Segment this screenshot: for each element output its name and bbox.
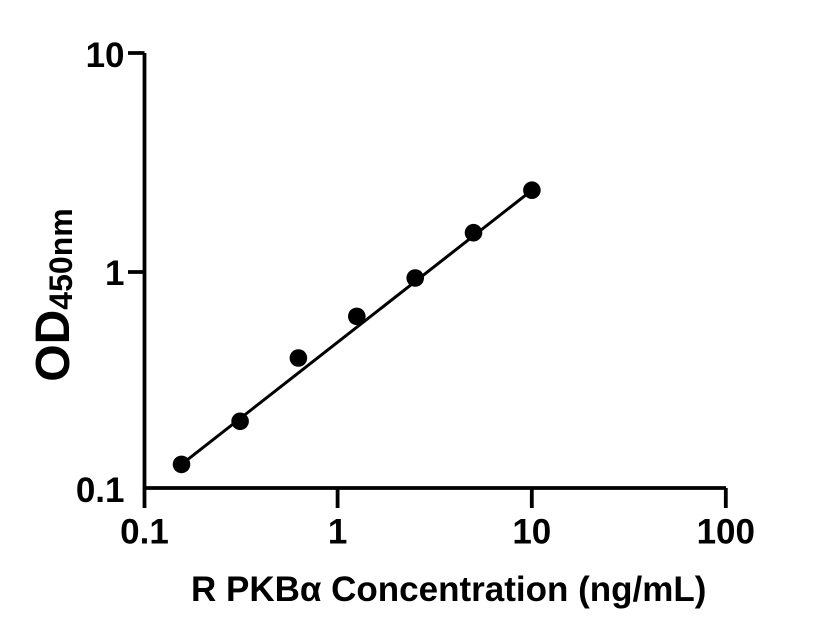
svg-text:R PKBα Concentration (ng/mL): R PKBα Concentration (ng/mL) <box>191 570 706 609</box>
svg-text:10: 10 <box>86 36 125 75</box>
svg-text:0.1: 0.1 <box>76 471 125 510</box>
svg-text:OD450nm: OD450nm <box>27 208 80 381</box>
svg-text:1: 1 <box>328 513 347 552</box>
svg-text:0.1: 0.1 <box>120 513 169 552</box>
svg-text:10: 10 <box>512 513 551 552</box>
svg-text:1: 1 <box>105 254 124 293</box>
svg-text:100: 100 <box>697 513 755 552</box>
